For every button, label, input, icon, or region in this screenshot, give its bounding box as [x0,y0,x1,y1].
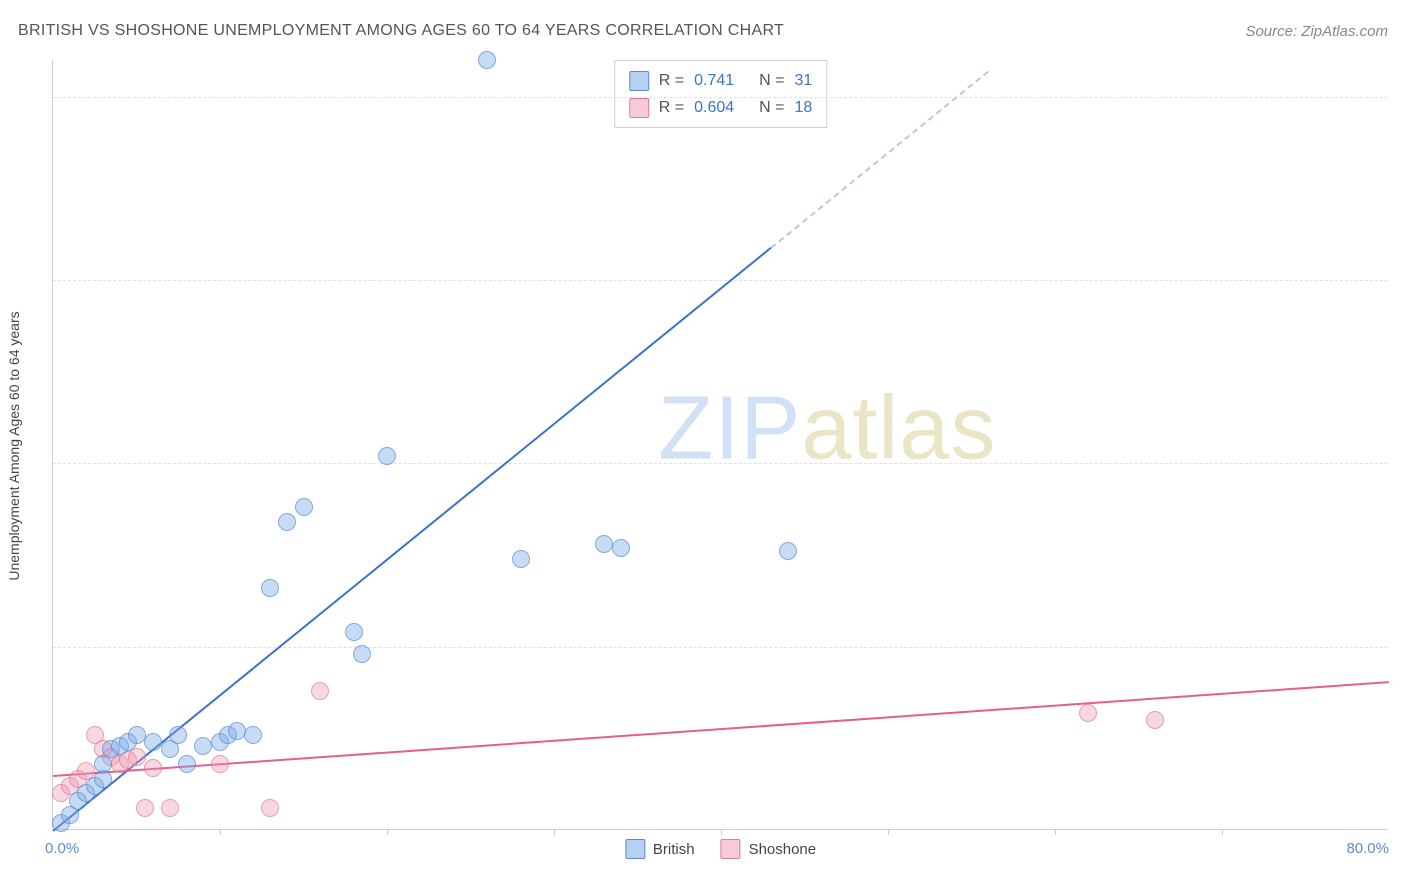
chart-plot-area: ZIPatlas R = 0.741 N = 31 R = 0.604 N = … [52,60,1388,830]
gridline-horizontal [53,280,1388,281]
scatter-point-shoshone [311,682,329,700]
y-tick-label: 25.0% [1398,638,1406,655]
swatch-pink-icon [721,839,741,859]
x-tick-mark [888,829,889,835]
scatter-point-british [295,498,313,516]
legend-label-british: British [653,841,695,858]
scatter-point-british [478,51,496,69]
x-tick-mark [387,829,388,835]
x-tick-mark [1055,829,1056,835]
y-tick-label: 75.0% [1398,272,1406,289]
scatter-point-british [779,542,797,560]
y-axis-label: Unemployment Among Ages 60 to 64 years [6,311,22,580]
scatter-point-british [612,539,630,557]
legend-row-pink: R = 0.604 N = 18 [629,94,812,121]
x-tick-mark [1222,829,1223,835]
chart-title: BRITISH VS SHOSHONE UNEMPLOYMENT AMONG A… [18,22,784,40]
legend-item-british: British [625,839,695,859]
scatter-point-shoshone [261,799,279,817]
x-tick-label: 80.0% [1346,840,1389,857]
swatch-pink-icon [629,98,649,118]
n-label: N = [759,94,784,121]
scatter-point-british [128,726,146,744]
swatch-blue-icon [625,839,645,859]
swatch-blue-icon [629,71,649,91]
n-value-blue: 31 [794,67,812,94]
gridline-horizontal [53,647,1388,648]
legend-row-blue: R = 0.741 N = 31 [629,67,812,94]
scatter-point-british [144,733,162,751]
scatter-point-british [244,726,262,744]
scatter-point-shoshone [1079,704,1097,722]
scatter-point-shoshone [161,799,179,817]
x-tick-mark [721,829,722,835]
n-value-pink: 18 [794,94,812,121]
scatter-point-shoshone [211,755,229,773]
correlation-legend: R = 0.741 N = 31 R = 0.604 N = 18 [614,60,827,128]
gridline-horizontal [53,97,1388,98]
y-tick-label: 50.0% [1398,455,1406,472]
scatter-point-british [194,737,212,755]
scatter-point-british [353,645,371,663]
scatter-point-shoshone [1146,711,1164,729]
source-label: Source: ZipAtlas.com [1245,23,1388,40]
x-tick-mark [220,829,221,835]
series-legend: British Shoshone [625,839,816,859]
scatter-point-british [169,726,187,744]
r-label: R = [659,67,684,94]
scatter-point-british [345,623,363,641]
legend-item-shoshone: Shoshone [721,839,817,859]
gridline-horizontal [53,463,1388,464]
scatter-point-british [378,447,396,465]
scatter-point-british [595,535,613,553]
scatter-point-british [228,722,246,740]
x-tick-label: 0.0% [45,840,79,857]
scatter-point-shoshone [144,759,162,777]
scatter-point-british [278,513,296,531]
r-value-blue: 0.741 [694,67,749,94]
scatter-point-british [178,755,196,773]
r-label: R = [659,94,684,121]
r-value-pink: 0.604 [694,94,749,121]
scatter-point-shoshone [136,799,154,817]
watermark: ZIPatlas [658,378,996,481]
n-label: N = [759,67,784,94]
legend-label-shoshone: Shoshone [749,841,817,858]
scatter-point-british [261,579,279,597]
scatter-point-british [512,550,530,568]
x-tick-mark [554,829,555,835]
y-tick-label: 100.0% [1398,88,1406,105]
